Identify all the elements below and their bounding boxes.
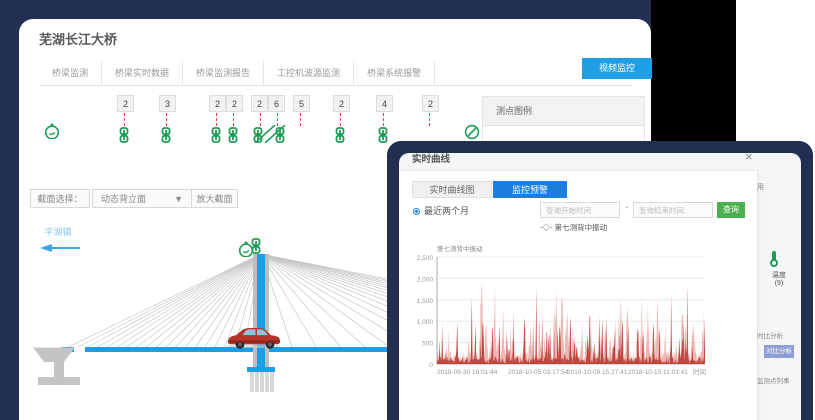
svg-text:2,500: 2,500	[417, 255, 434, 262]
svg-text:2018-10-05 03:17:54: 2018-10-05 03:17:54	[508, 369, 569, 376]
svg-text:500: 500	[422, 341, 433, 348]
svg-text:2,000: 2,000	[417, 276, 434, 283]
svg-text:第七测背中振动: 第七测背中振动	[437, 244, 483, 253]
svg-text:2018-09-30 16:01:44: 2018-09-30 16:01:44	[437, 369, 498, 376]
svg-text:1,500: 1,500	[417, 298, 434, 305]
svg-text:2018-10-15 11:03:41: 2018-10-15 11:03:41	[628, 369, 688, 376]
svg-text:1,000: 1,000	[417, 319, 434, 326]
svg-text:0: 0	[429, 362, 433, 369]
svg-text:时间: 时间	[693, 367, 706, 376]
svg-text:2018-10-09 15:27:41: 2018-10-09 15:27:41	[567, 369, 628, 376]
